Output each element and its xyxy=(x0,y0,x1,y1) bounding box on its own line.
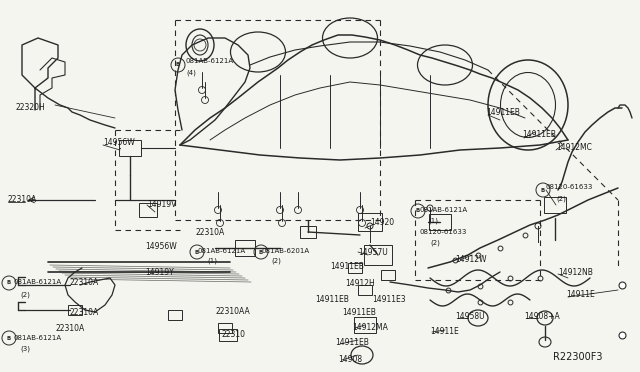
Text: R22300F3: R22300F3 xyxy=(553,352,602,362)
Bar xyxy=(348,263,362,273)
Text: B: B xyxy=(416,208,420,214)
Text: 14956W: 14956W xyxy=(103,138,135,147)
Text: (4): (4) xyxy=(186,70,196,77)
Bar xyxy=(364,245,392,265)
Text: B: B xyxy=(259,250,263,254)
Text: 22310AA: 22310AA xyxy=(215,307,250,316)
Text: 081AB-6201A: 081AB-6201A xyxy=(262,248,310,254)
Text: 08120-61633: 08120-61633 xyxy=(420,229,467,235)
Bar xyxy=(544,197,566,213)
Text: 22310A: 22310A xyxy=(195,228,224,237)
Text: (2): (2) xyxy=(556,195,566,202)
Text: (2): (2) xyxy=(430,240,440,247)
Text: 14920: 14920 xyxy=(370,218,394,227)
Text: 14911EB: 14911EB xyxy=(315,295,349,304)
Text: 14957U: 14957U xyxy=(358,248,388,257)
Text: 081AB-6121A: 081AB-6121A xyxy=(14,279,62,285)
Text: 14911EB: 14911EB xyxy=(486,108,520,117)
Text: 14912W: 14912W xyxy=(455,255,486,264)
Text: 14911EB: 14911EB xyxy=(342,308,376,317)
Text: 14958U: 14958U xyxy=(455,312,484,321)
Text: (2): (2) xyxy=(20,291,30,298)
Text: 14908+A: 14908+A xyxy=(524,312,560,321)
Bar xyxy=(358,213,382,231)
Text: 081AB-6121A: 081AB-6121A xyxy=(420,207,468,213)
Bar xyxy=(381,270,395,280)
Bar xyxy=(358,285,372,295)
Text: (1): (1) xyxy=(207,258,217,264)
Text: (3): (3) xyxy=(20,346,30,353)
Bar xyxy=(354,317,376,333)
Text: 22310A: 22310A xyxy=(70,308,99,317)
Text: 22310A: 22310A xyxy=(8,195,37,204)
Text: 14911E: 14911E xyxy=(430,327,459,336)
Text: 14911EB: 14911EB xyxy=(335,338,369,347)
Text: 14956W: 14956W xyxy=(145,242,177,251)
Bar xyxy=(429,214,451,230)
Text: B: B xyxy=(7,336,11,340)
Bar xyxy=(219,329,237,341)
Text: 14912MC: 14912MC xyxy=(556,143,592,152)
Text: 081AB-6121A: 081AB-6121A xyxy=(14,335,62,341)
Text: 14911E: 14911E xyxy=(566,290,595,299)
Text: 08120-61633: 08120-61633 xyxy=(545,184,593,190)
Text: 14911EB: 14911EB xyxy=(330,262,364,271)
Bar xyxy=(68,305,82,315)
Bar xyxy=(168,310,182,320)
Text: 22320H: 22320H xyxy=(15,103,45,112)
Text: 081AB-6121A: 081AB-6121A xyxy=(197,248,245,254)
Text: 14912NB: 14912NB xyxy=(558,268,593,277)
Bar xyxy=(218,323,232,333)
Text: B: B xyxy=(7,280,11,285)
Text: 081AB-6121A: 081AB-6121A xyxy=(186,58,234,64)
Text: (2): (2) xyxy=(271,258,281,264)
Text: 22310A: 22310A xyxy=(55,324,84,333)
Bar xyxy=(235,240,255,256)
Text: 22310A: 22310A xyxy=(70,278,99,287)
Text: 14911E3: 14911E3 xyxy=(372,295,406,304)
Text: 22310: 22310 xyxy=(222,330,246,339)
Text: 14908: 14908 xyxy=(338,355,362,364)
Text: B: B xyxy=(176,62,180,67)
Text: B: B xyxy=(541,187,545,192)
Bar xyxy=(119,140,141,156)
Bar xyxy=(139,203,157,217)
Bar xyxy=(300,226,316,238)
Text: 14912MA: 14912MA xyxy=(352,323,388,332)
Text: B: B xyxy=(195,250,199,254)
Text: 14919V: 14919V xyxy=(147,200,177,209)
Text: 14912H: 14912H xyxy=(345,279,375,288)
Text: (1): (1) xyxy=(428,218,438,224)
Text: 14911EB: 14911EB xyxy=(522,130,556,139)
Text: 14919Y: 14919Y xyxy=(145,268,173,277)
